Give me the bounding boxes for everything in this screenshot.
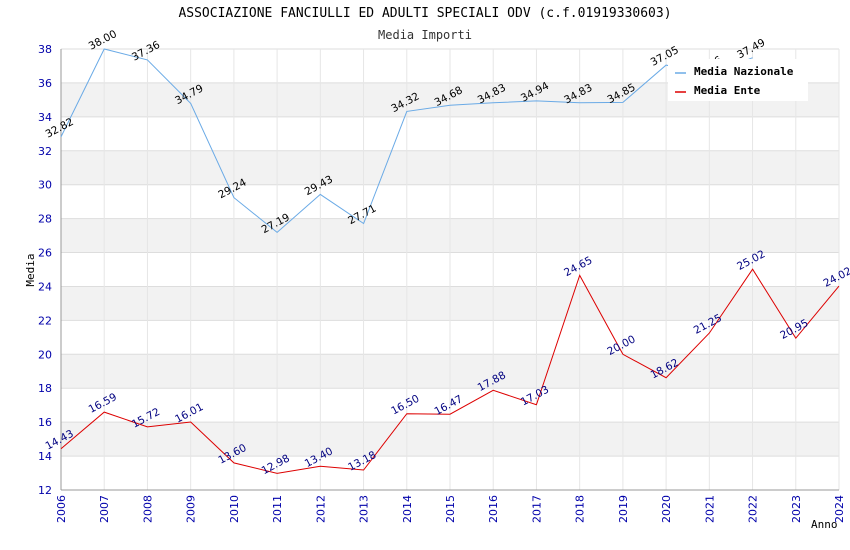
series-line-nazionale — [60, 48, 753, 234]
y-tick-label: 16 — [38, 416, 52, 429]
x-tick-label: 2011 — [271, 495, 284, 523]
x-tick-label: 2015 — [444, 495, 457, 523]
x-tick-label: 2008 — [141, 495, 154, 523]
x-tick-label: 2007 — [98, 495, 111, 523]
legend-label-ente: Media Ente — [694, 84, 761, 97]
x-tick-label: 2017 — [530, 495, 543, 523]
y-tick-label: 14 — [38, 450, 52, 463]
x-tick-label: 2009 — [185, 495, 198, 523]
x-tick-label: 2019 — [617, 495, 630, 523]
x-tick-label: 2021 — [703, 495, 716, 523]
chart-title: ASSOCIAZIONE FANCIULLI ED ADULTI SPECIAL… — [178, 6, 672, 21]
y-tick-label: 38 — [38, 43, 52, 56]
x-tick-label: 2023 — [790, 495, 803, 523]
x-tick-label: 2014 — [401, 495, 414, 523]
x-tick-label: 2018 — [574, 495, 587, 523]
data-label-ente: 16.59 — [87, 391, 119, 416]
data-label-nazionale: 37.49 — [735, 37, 767, 62]
data-label-ente: 24.65 — [562, 254, 594, 279]
axes — [60, 49, 839, 491]
y-tick-label: 28 — [38, 213, 52, 226]
x-tick-labels: 2006 2007 2008 2009 2010 2011 2012 2013 2014 2015… — [55, 495, 846, 523]
x-tick-label: 2013 — [358, 495, 371, 523]
y-tick-label: 30 — [38, 179, 52, 192]
x-tick-label: 2012 — [314, 495, 327, 523]
legend-label-nazionale: Media Nazionale — [694, 65, 794, 78]
data-label-ente: 20.95 — [778, 317, 810, 342]
y-tick-label: 12 — [38, 484, 52, 497]
y-tick-label: 34 — [38, 111, 52, 124]
y-tick-label: 36 — [38, 77, 52, 90]
y-tick-labels: 12 14 16 18 20 22 24 26 28 30 32 34 36 38 — [38, 43, 52, 497]
y-tick-label: 20 — [38, 348, 52, 361]
y-tick-label: 32 — [38, 145, 52, 158]
legend-box — [668, 59, 808, 101]
x-tick-label: 2006 — [55, 495, 68, 523]
x-axis-label: Anno — [811, 518, 838, 531]
x-tick-label: 2016 — [487, 495, 500, 523]
y-tick-label: 24 — [38, 280, 52, 293]
chart-subtitle: Media Importi — [378, 28, 472, 42]
y-axis-label: Media — [24, 253, 37, 286]
x-tick-label: 2010 — [228, 495, 241, 523]
x-tick-label: 2022 — [747, 495, 760, 523]
x-tick-label: 2020 — [660, 495, 673, 523]
x-tick-label: 2024 — [833, 495, 846, 523]
y-tick-label: 18 — [38, 382, 52, 395]
legend: Media Nazionale Media Ente — [668, 59, 808, 101]
y-tick-label: 22 — [38, 314, 52, 327]
series-lines — [60, 48, 840, 474]
y-tick-label: 26 — [38, 247, 52, 260]
series-line-ente — [60, 268, 840, 474]
